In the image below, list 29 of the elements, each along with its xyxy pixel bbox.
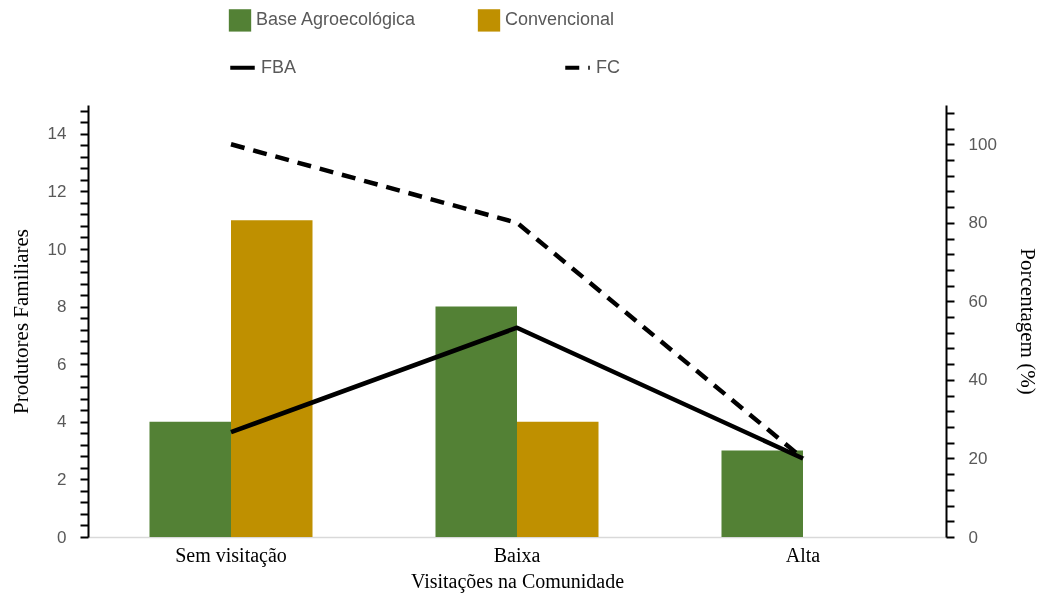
bar	[149, 421, 231, 537]
bar	[517, 421, 599, 537]
y2-tick-label: 60	[968, 291, 988, 311]
y2-tick-label: 0	[968, 527, 978, 547]
x-tick-label: Sem visitação	[175, 543, 287, 567]
y2-tick-label: 20	[968, 448, 988, 468]
bar	[721, 450, 803, 537]
legend-label: FC	[596, 56, 620, 77]
y-tick-label: 10	[47, 239, 67, 259]
legend-label: Convencional	[505, 9, 615, 30]
y-tick-label: 14	[47, 124, 67, 144]
y-tick-label: 2	[57, 469, 67, 489]
x-tick-label: Alta	[785, 543, 821, 566]
legend-label: Base Agroecológica	[256, 9, 417, 30]
y-tick-label: 4	[57, 412, 67, 432]
y-tick-label: 12	[47, 181, 67, 201]
y-axis-title: Produtores Familiares	[8, 229, 33, 414]
y2-tick-label: 80	[968, 213, 988, 233]
y2-tick-label: 100	[968, 134, 997, 154]
x-axis-title: Visitações na Comunidade	[410, 569, 625, 593]
legend-label: FBA	[261, 56, 297, 77]
y2-tick-label: 40	[968, 370, 988, 390]
y-tick-label: 6	[57, 354, 67, 374]
y2-axis-title: Porcentagem (%)	[1015, 248, 1040, 395]
y-tick-label: 0	[57, 527, 67, 547]
x-tick-label: Baixa	[493, 543, 541, 566]
bar	[231, 220, 313, 537]
y-tick-label: 8	[57, 297, 67, 317]
bar	[435, 306, 517, 537]
